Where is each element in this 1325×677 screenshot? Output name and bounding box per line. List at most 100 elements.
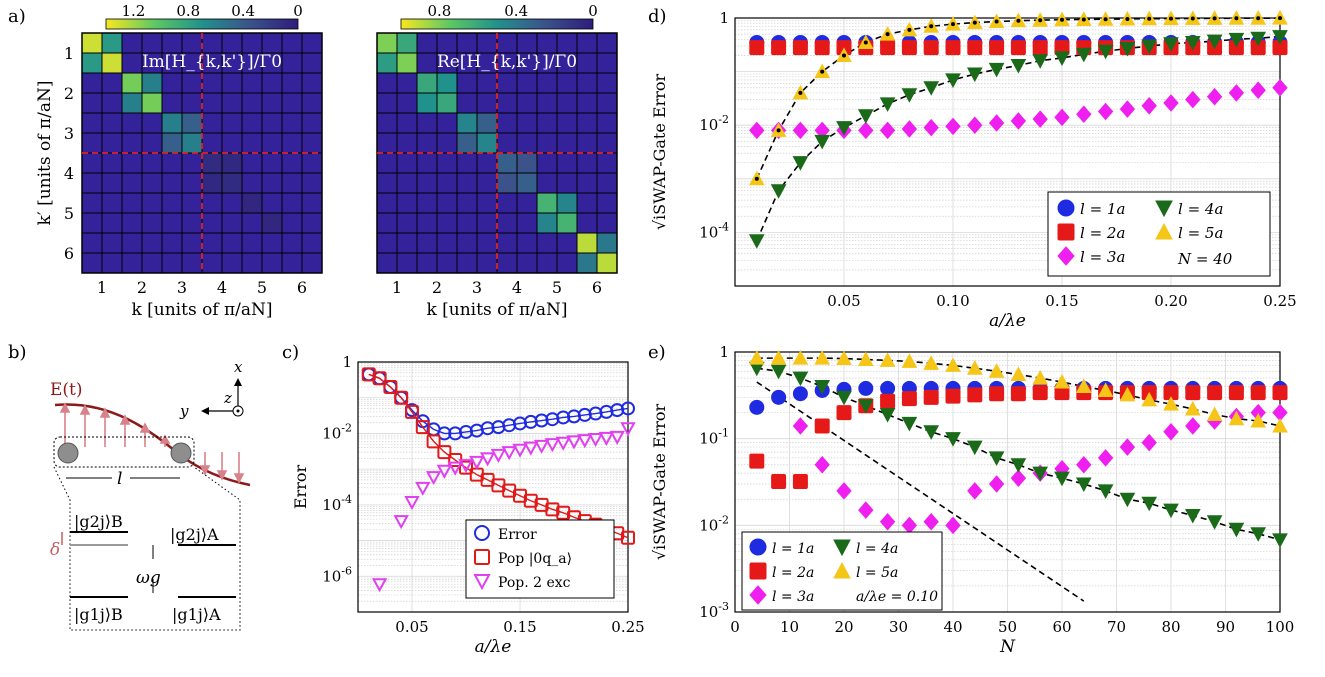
data-point xyxy=(1228,385,1244,401)
heat-cell xyxy=(556,192,578,214)
x-tick-label: 90 xyxy=(1216,618,1235,636)
omega-label: ωg xyxy=(136,568,161,588)
legend-label: l = 5a xyxy=(856,565,898,581)
heat-cell xyxy=(396,252,418,274)
data-point xyxy=(1250,527,1267,542)
overlay-dot xyxy=(1038,18,1043,23)
y-axis-label: Error xyxy=(291,465,310,510)
heat-cell xyxy=(576,72,598,94)
heat-cell xyxy=(281,32,303,54)
data-point xyxy=(966,67,983,83)
data-point xyxy=(474,525,490,541)
heat-cell xyxy=(101,112,123,134)
heat-cell xyxy=(181,152,203,174)
data-point xyxy=(587,432,604,448)
heat-cell xyxy=(596,52,618,74)
x-tick-label: 20 xyxy=(834,618,853,636)
data-point xyxy=(879,97,896,112)
x-tick-label: 70 xyxy=(1107,618,1126,636)
heat-cell xyxy=(596,192,618,214)
x-tick-label: 0.05 xyxy=(827,292,860,310)
data-point xyxy=(459,424,473,439)
heat-cell xyxy=(161,152,183,174)
data-point xyxy=(361,367,376,382)
overlay-dot xyxy=(820,69,825,74)
heat-cell xyxy=(281,72,303,94)
heat-cell xyxy=(536,92,558,114)
data-point xyxy=(1206,87,1223,106)
legend-note: a/λe = 0.10 xyxy=(856,589,938,605)
y-tick-label: 10-2 xyxy=(322,421,352,442)
data-point xyxy=(945,516,961,535)
heat-cell xyxy=(456,92,478,114)
heat-cell xyxy=(181,252,203,274)
panel-label-d: d) xyxy=(648,6,667,27)
heat-cell xyxy=(536,172,558,194)
data-point xyxy=(1272,385,1288,401)
heat-cell xyxy=(536,72,558,94)
heat-cell xyxy=(101,132,123,154)
y-tick-label: 10-4 xyxy=(322,493,352,514)
y-tick-label: 1 xyxy=(719,343,729,361)
colorbar-tick-label: 0.4 xyxy=(231,2,255,20)
heat-cell xyxy=(416,112,438,134)
overlay-dot xyxy=(1256,16,1261,21)
heat-cell xyxy=(456,212,478,234)
x-tick-label: 3 xyxy=(472,278,482,297)
data-point xyxy=(1119,386,1136,402)
data-point xyxy=(901,391,917,407)
data-point xyxy=(967,116,983,134)
heat-cell xyxy=(81,212,103,234)
data-point xyxy=(945,73,961,88)
data-point xyxy=(415,481,431,496)
heat-cell xyxy=(181,212,203,234)
data-point xyxy=(1184,508,1201,524)
data-point xyxy=(1075,378,1092,393)
data-point xyxy=(923,40,939,56)
data-point xyxy=(1032,110,1048,128)
heat-cell xyxy=(81,192,103,214)
data-point xyxy=(1228,522,1245,538)
heat-cell xyxy=(141,72,163,94)
heat-cell xyxy=(121,172,143,194)
heat-cell xyxy=(396,132,418,154)
data-point xyxy=(1272,533,1288,548)
data-point xyxy=(792,474,808,490)
heat-cell xyxy=(101,92,123,114)
data-point xyxy=(501,446,517,461)
heat-cell xyxy=(201,32,223,54)
heat-cell xyxy=(376,192,398,214)
heat-cell xyxy=(536,192,558,214)
x-tick-label: 6 xyxy=(297,278,307,297)
data-point xyxy=(814,350,831,365)
heat-cell xyxy=(496,92,518,114)
data-point xyxy=(1228,410,1245,426)
data-point xyxy=(988,475,1005,493)
x-tick-label: 40 xyxy=(943,618,962,636)
colorbar-tick-label: 0 xyxy=(293,2,303,20)
heat-cell xyxy=(556,252,578,274)
heat-cell xyxy=(201,172,223,194)
x-tick-label: 0.10 xyxy=(936,292,969,310)
heat-cell xyxy=(376,172,398,194)
data-point xyxy=(1206,406,1223,422)
heat-cell xyxy=(201,132,223,154)
data-point xyxy=(1032,466,1049,482)
heat-cell xyxy=(81,112,103,134)
x-tick-label: 5 xyxy=(257,278,267,297)
data-point xyxy=(770,184,787,199)
spacing-label: l xyxy=(117,469,122,489)
plot-d: 0.05 0.10 0.15 0.20 0.25 1 10-2 10-4 a/λe √iSWAP-… xyxy=(650,9,1297,331)
legend-label: l = 1a xyxy=(772,541,814,557)
heat-cell xyxy=(456,112,478,134)
heat-cell xyxy=(436,32,458,54)
data-point xyxy=(620,422,636,437)
heat-cell xyxy=(396,172,418,194)
x-axis-label: k [units of π/aN] xyxy=(131,300,272,320)
atom-left xyxy=(57,442,79,464)
y-tick-label: 6 xyxy=(64,244,74,263)
heat-cell xyxy=(221,172,243,194)
heat-cell xyxy=(476,72,498,94)
axis-x-head xyxy=(234,378,242,386)
heat-cell xyxy=(476,212,498,234)
